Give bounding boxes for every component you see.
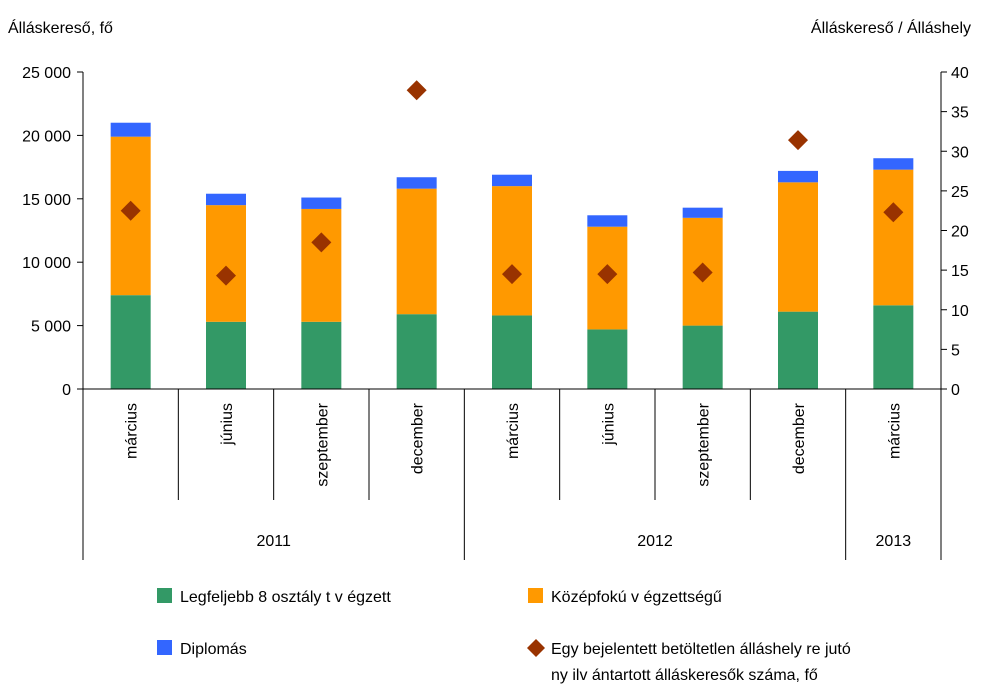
bar-segment xyxy=(492,186,532,316)
left-axis-title: Álláskereső, fő xyxy=(8,18,113,37)
ratio-marker xyxy=(120,200,141,221)
bar-segment xyxy=(301,197,342,209)
ratio-marker xyxy=(311,232,332,253)
plot-area: 0 5 000 10 000 15 000 20 000 25 000 0 5 10 15 20 25… xyxy=(22,65,969,560)
legend-label: ny ilv ántartott álláskeresők száma, fő xyxy=(551,667,818,684)
legend-label: Középfokú v égzettségű xyxy=(551,589,722,606)
ratio-marker xyxy=(597,264,618,285)
bar-segment xyxy=(206,321,246,389)
right-tick-label: 30 xyxy=(951,144,969,161)
category-label: március xyxy=(886,403,903,459)
bar-segment xyxy=(301,321,342,389)
legend-swatch xyxy=(528,588,543,603)
right-tick-label: 40 xyxy=(951,65,969,82)
bar-segment xyxy=(492,315,532,389)
left-tick-label: 10 000 xyxy=(22,255,71,272)
category-label: december xyxy=(410,402,427,474)
bar-segment xyxy=(682,207,723,218)
right-tick-label: 0 xyxy=(951,382,960,399)
year-label: 2011 xyxy=(256,533,291,550)
bar-segment xyxy=(492,174,532,187)
bar-segment xyxy=(873,158,914,170)
bar-segment xyxy=(587,329,628,389)
category-label: szeptember xyxy=(696,402,713,486)
bar-segment xyxy=(396,188,437,315)
bar-segment xyxy=(778,170,818,183)
bar-segment xyxy=(396,177,437,189)
bar-segment xyxy=(587,215,628,227)
bar-segment xyxy=(873,305,914,389)
ratio-marker xyxy=(406,80,427,101)
category-label: március xyxy=(124,403,141,459)
bar-segment xyxy=(110,295,151,389)
legend-label: Legfeljebb 8 osztály t v égzett xyxy=(180,589,391,606)
bar-segment xyxy=(110,122,151,137)
legend-label: Diplomás xyxy=(180,641,247,658)
left-tick-label: 25 000 xyxy=(22,65,71,82)
ratio-marker xyxy=(883,202,904,223)
left-tick-label: 5 000 xyxy=(31,319,71,336)
category-label: március xyxy=(505,403,522,459)
category-label: június xyxy=(219,403,236,446)
category-label: szeptember xyxy=(314,402,331,486)
left-tick-label: 15 000 xyxy=(22,192,71,209)
ratio-marker xyxy=(788,130,808,151)
ratio-marker xyxy=(692,262,713,283)
right-tick-label: 5 xyxy=(951,342,960,359)
bar-segment xyxy=(778,311,818,389)
legend-swatch xyxy=(527,639,545,657)
right-tick-label: 10 xyxy=(951,303,969,320)
legend-label: Egy bejelentett betöltetlen álláshely re… xyxy=(551,641,851,658)
right-tick-label: 25 xyxy=(951,184,969,201)
right-tick-label: 20 xyxy=(951,224,969,241)
right-tick-label: 35 xyxy=(951,105,969,122)
year-label: 2013 xyxy=(876,533,912,550)
left-tick-label: 20 000 xyxy=(22,128,71,145)
ratio-marker xyxy=(216,265,236,286)
bar-segment xyxy=(206,205,246,322)
bar-segment xyxy=(301,208,342,322)
legend-swatch xyxy=(157,640,172,655)
right-tick-label: 15 xyxy=(951,263,969,280)
legend: Legfeljebb 8 osztály t v égzett Középfokú… xyxy=(157,588,851,684)
category-label: június xyxy=(600,403,617,446)
bar-segment xyxy=(396,314,437,389)
legend-swatch xyxy=(157,588,172,603)
bar-segment xyxy=(778,182,818,312)
bar-segment xyxy=(206,193,246,206)
ratio-marker xyxy=(502,264,522,285)
bar-segment xyxy=(682,325,723,389)
right-axis-title: Álláskereső / Álláshely xyxy=(811,18,971,37)
bar-segment xyxy=(873,169,914,306)
category-label: december xyxy=(791,402,808,474)
left-tick-label: 0 xyxy=(62,382,71,399)
year-label: 2012 xyxy=(637,533,673,550)
